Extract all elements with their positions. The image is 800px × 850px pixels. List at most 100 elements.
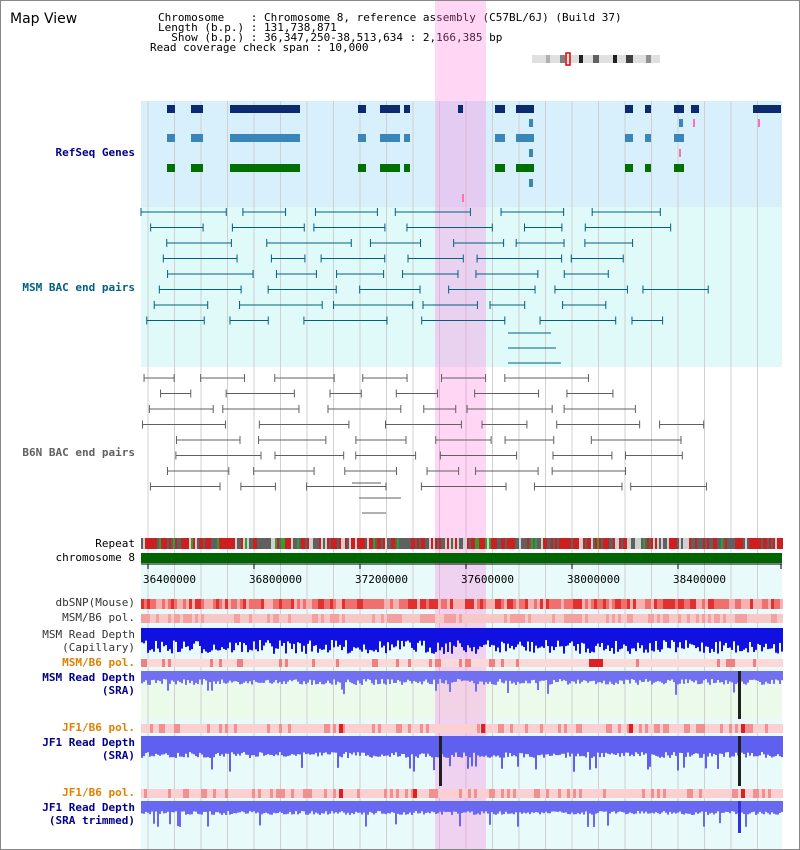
jf1-trimmed-depth-bar — [383, 801, 385, 814]
track-label-msm-depth-capillary[interactable]: MSM Read Depth — [42, 628, 135, 641]
repeat-bar — [335, 538, 337, 549]
track-label-b6n-bac[interactable]: B6N BAC end pairs — [22, 446, 135, 459]
track-label-chromosome[interactable]: chromosome 8 — [55, 551, 135, 564]
dbsnp-bar — [231, 599, 234, 609]
jf1-trimmed-depth-bar — [385, 801, 387, 815]
msm-b6-pol2-bar — [297, 659, 300, 667]
jf1-b6-pol-bar — [201, 724, 204, 733]
jf1-trimmed-depth-bar — [419, 801, 421, 814]
repeat-bar — [295, 538, 297, 549]
track-label-msm-bac[interactable]: MSM BAC end pairs — [22, 281, 135, 294]
track-label-dbsnp[interactable]: dbSNP(Mouse) — [55, 596, 135, 609]
msm-sra-depth-bar — [449, 671, 451, 692]
dbsnp-bar — [474, 599, 477, 609]
repeat-bar — [539, 538, 541, 549]
track-label-jf1-depth-sra[interactable]: JF1 Read Depth — [42, 736, 135, 749]
jf1-trimmed-depth-bar — [209, 801, 211, 812]
msm-capillary-depth-bar — [257, 628, 259, 652]
jf1-b6-pol2-bar — [684, 789, 687, 798]
jf1-trimmed-depth-bar — [765, 801, 767, 812]
msm-sra-depth-bar — [561, 671, 563, 682]
msm-sra-depth-bar — [599, 671, 601, 683]
dbsnp-bar — [738, 599, 741, 609]
msm-b6-pol-bar — [717, 614, 720, 623]
msm-b6-pol2-bar — [777, 659, 780, 667]
track-label-repeat[interactable]: Repeat — [95, 537, 135, 550]
jf1-b6-pol2-bar — [486, 789, 489, 798]
msm-sra-depth-bar — [593, 671, 595, 681]
jf1-trimmed-depth-bar — [523, 801, 525, 813]
jf1-sra-depth-bar — [591, 736, 593, 758]
jf1-trimmed-depth-bar — [145, 801, 147, 812]
msm-b6-pol-bar — [741, 614, 744, 623]
msm-b6-pol2-bar — [576, 659, 579, 667]
jf1-b6-pol-bar — [270, 724, 273, 733]
jf1-b6-pol-bar — [468, 724, 471, 733]
track-label-jf1-b6-pol-2[interactable]: JF1/B6 pol. — [62, 786, 135, 799]
jf1-b6-pol-bar — [306, 724, 309, 733]
jf1-sra-depth-bar — [427, 736, 429, 754]
track-label-msm-b6-pol[interactable]: MSM/B6 pol. — [62, 611, 135, 624]
jf1-b6-pol-bar — [183, 724, 186, 733]
msm-sra-depth-bar — [693, 671, 695, 683]
track-label-msm-depth-sra[interactable]: MSM Read Depth — [42, 671, 135, 684]
msm-b6-pol-bar — [186, 614, 189, 623]
jf1-trimmed-depth-bar — [297, 801, 299, 815]
msm-sra-depth-bar — [689, 671, 691, 680]
msm-capillary-depth-bar — [247, 628, 249, 653]
jf1-trimmed-depth-bar — [573, 801, 575, 815]
repeat-bar — [651, 538, 653, 549]
msm-capillary-depth-bar — [149, 628, 151, 651]
jf1-b6-pol-bar — [660, 724, 663, 733]
msm-capillary-depth-bar — [565, 628, 567, 647]
msm-b6-pol2-bar — [639, 659, 642, 667]
repeat-bar — [407, 538, 409, 549]
track-label-refseq[interactable]: RefSeq Genes — [55, 146, 135, 159]
repeat-bar — [619, 538, 621, 549]
msm-b6-pol2-bar — [435, 659, 438, 667]
msm-b6-pol-bar — [255, 614, 258, 623]
msm-capillary-depth-bar — [503, 628, 505, 644]
msm-capillary-depth-bar — [773, 628, 775, 645]
msm-sra-depth-bar — [555, 671, 557, 683]
msm-sra-depth-bar — [763, 671, 765, 685]
jf1-trimmed-depth-bar — [631, 801, 633, 814]
repeat-bar — [141, 538, 143, 549]
jf1-trimmed-depth-bar — [187, 801, 189, 815]
msm-b6-pol-bar — [690, 614, 693, 623]
jf1-b6-pol2-bar — [378, 789, 381, 798]
msm-capillary-depth-bar — [719, 628, 721, 642]
msm-capillary-depth-bar — [311, 628, 313, 652]
msm-sra-depth-bar — [235, 671, 237, 682]
msm-sra-depth-bar — [179, 671, 181, 682]
msm-sra-depth-bar — [335, 671, 337, 685]
msm-sra-depth-bar — [153, 671, 155, 680]
msm-b6-pol-bar — [729, 614, 732, 623]
track-label-jf1-depth-trimmed[interactable]: JF1 Read Depth — [42, 801, 135, 814]
msm-capillary-depth-bar — [217, 628, 219, 651]
gene-feature — [674, 105, 684, 113]
jf1-trimmed-depth-bar — [153, 801, 155, 824]
track-label-jf1-b6-pol[interactable]: JF1/B6 pol. — [62, 721, 135, 734]
msm-sra-depth-bar — [619, 671, 621, 681]
jf1-b6-pol-bar — [378, 724, 381, 733]
msm-capillary-depth-bar — [235, 628, 237, 643]
msm-capillary-depth-bar — [281, 628, 283, 646]
jf1-sra-depth-bar — [341, 736, 343, 758]
msm-sra-depth-bar — [699, 671, 701, 685]
jf1-sra-depth-bar — [371, 736, 373, 758]
jf1-trimmed-depth-bar — [501, 801, 503, 815]
msm-capillary-depth-bar — [335, 628, 337, 641]
track-label-msm-b6-pol-2[interactable]: MSM/B6 pol. — [62, 656, 135, 669]
jf1-b6-pol-bar — [243, 724, 246, 733]
jf1-trimmed-depth-bar — [329, 801, 331, 814]
repeat-bar — [637, 538, 639, 549]
jf1-b6-pol2-bar — [369, 789, 372, 798]
msm-sra-depth-bar — [191, 671, 193, 681]
msm-sra-depth-bar — [641, 671, 643, 682]
jf1-trimmed-depth-bar — [333, 801, 335, 814]
msm-capillary-depth-bar — [333, 628, 335, 648]
msm-sra-depth-bar — [409, 671, 411, 681]
msm-sra-depth-bar — [233, 671, 235, 682]
